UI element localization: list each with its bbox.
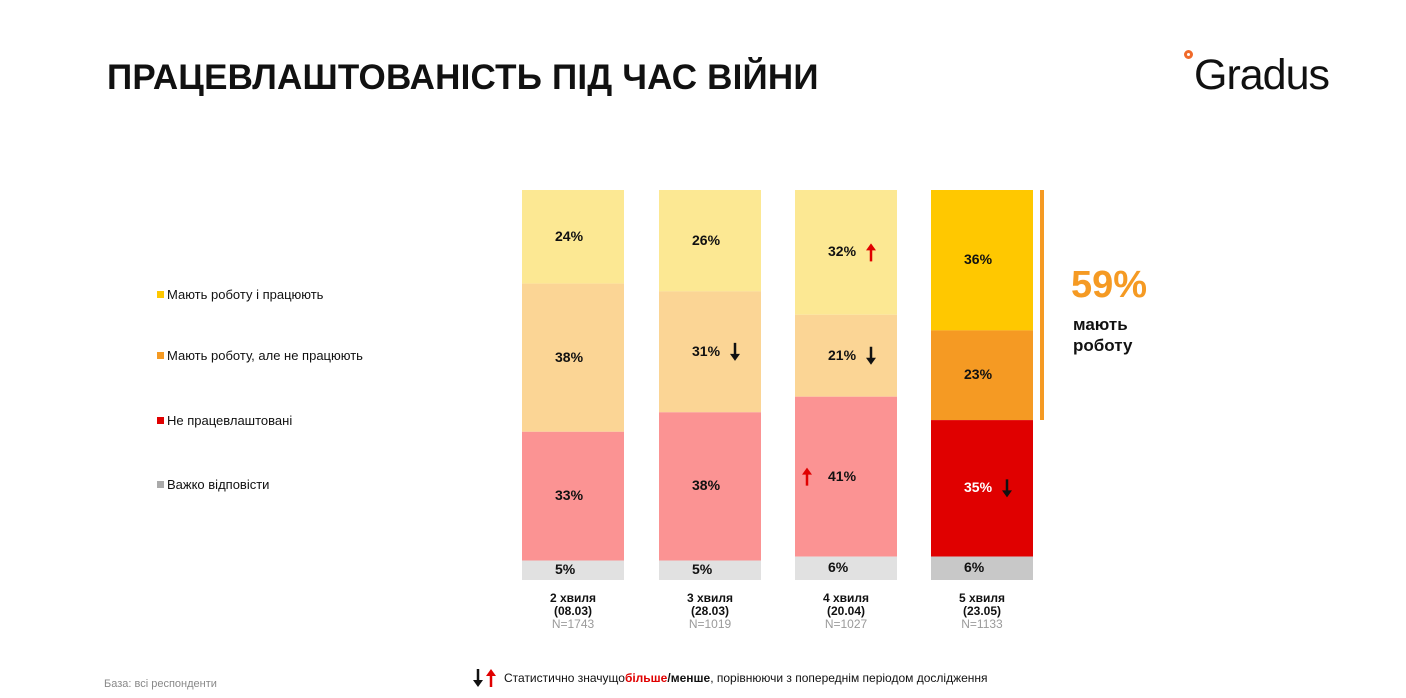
bar-value-label: 31%	[692, 342, 721, 359]
bar-segment-hard-to-say	[522, 560, 624, 580]
legend-item-unemployed: Не працевлаштовані	[157, 413, 292, 428]
bar-value-label: 33%	[555, 487, 584, 504]
bar-segment-hard-to-say	[659, 560, 761, 580]
bar-value-label: 38%	[692, 477, 721, 494]
wave-label: 5 хвиля (23.05) N=1133	[912, 592, 1052, 631]
legend-label-not-working: Мають роботу, але не працюють	[167, 348, 363, 363]
legend-swatch-hard-to-say	[157, 481, 164, 488]
legend-item-hard-to-say: Важко відповісти	[157, 477, 269, 492]
wave-date: (08.03)	[553, 604, 593, 618]
bar-segment-working	[931, 190, 1033, 331]
wave-sample-size: N=1133	[961, 617, 1003, 631]
bar-value-label: 21%	[828, 346, 857, 363]
bar-value-label: 26%	[692, 231, 721, 248]
footnote-more: більше	[624, 671, 668, 685]
wave-sample-size: N=1743	[551, 617, 595, 631]
bar-value-label: 5%	[692, 561, 713, 578]
bar-value-label: 23%	[964, 366, 993, 383]
bar-segment-not-working	[931, 330, 1033, 421]
footnote-less: менше	[670, 671, 711, 685]
summary-value: 59%	[1071, 264, 1148, 306]
bar-segment-unemployed	[931, 420, 1033, 557]
bar-segment-working	[522, 190, 624, 284]
significance-footnote: Статистично значущо більше / менше , пор…	[472, 668, 988, 688]
legend-label-hard-to-say: Важко відповісти	[167, 477, 270, 492]
bar-value-label: 6%	[964, 559, 985, 576]
footnote-suffix: , порівнюючи з попереднім періодом дослі…	[710, 671, 988, 685]
wave-date: (28.03)	[690, 604, 730, 618]
legend-swatch-working	[157, 291, 164, 298]
summary-text: мають роботу	[1073, 315, 1133, 355]
bar-value-label: 24%	[555, 227, 584, 244]
footnote-sep: /	[667, 671, 671, 685]
legend-swatch-not-working	[157, 352, 164, 359]
arrow-up-icon	[802, 467, 812, 486]
legend-item-not-working: Мають роботу, але не працюють	[157, 348, 363, 363]
wave-label: 2 хвиля (08.03) N=1743	[503, 592, 643, 631]
bar-segment-not-working	[795, 314, 897, 397]
bar-segment-hard-to-say	[931, 556, 1033, 580]
bar-segment-working	[795, 190, 897, 315]
bar-segment-unemployed	[659, 412, 761, 561]
summary-bracket	[1040, 190, 1044, 420]
arrow-down-icon	[1002, 479, 1012, 498]
bar-value-label: 41%	[828, 467, 857, 484]
arrow-down-icon	[730, 342, 740, 361]
bar-value-label: 35%	[964, 479, 993, 496]
bar-segment-not-working	[659, 291, 761, 413]
bar-segment-not-working	[522, 283, 624, 432]
bar-segment-working	[659, 190, 761, 292]
wave-date: (23.05)	[962, 604, 1002, 618]
arrow-up-icon	[866, 243, 876, 262]
legend-label-unemployed: Не працевлаштовані	[167, 413, 293, 428]
page-title: ПРАЦЕВЛАШТОВАНІСТЬ ПІД ЧАС ВІЙНИ	[107, 58, 819, 97]
wave-title: 2 хвиля	[549, 591, 597, 605]
wave-sample-size: N=1027	[824, 617, 868, 631]
legend-label-working: Мають роботу і працюють	[167, 287, 324, 302]
bar-value-label: 6%	[828, 559, 849, 576]
legend-item-working: Мають роботу і працюють	[157, 287, 323, 302]
bar-value-label: 38%	[555, 348, 584, 365]
gradus-logo: Gradus	[1180, 45, 1370, 105]
arrow-down-icon	[866, 346, 876, 365]
wave-label: 3 хвиля (28.03) N=1019	[640, 592, 780, 631]
wave-sample-size: N=1019	[688, 617, 732, 631]
bar-value-label: 36%	[964, 251, 993, 268]
wave-title: 4 хвиля	[822, 591, 870, 605]
wave-title: 5 хвиля	[958, 591, 1006, 605]
bar-segment-unemployed	[795, 396, 897, 557]
logo-text: Gradus	[1194, 51, 1330, 99]
wave-title: 3 хвиля	[686, 591, 734, 605]
significance-arrows-icon	[473, 669, 496, 687]
footnote-prefix: Статистично значущо	[504, 671, 625, 685]
base-note: База: всі респонденти	[104, 678, 217, 690]
bar-segment-hard-to-say	[795, 556, 897, 580]
bar-segment-unemployed	[522, 431, 624, 561]
bar-value-label: 5%	[555, 561, 576, 578]
wave-date: (20.04)	[826, 604, 866, 618]
wave-label: 4 хвиля (20.04) N=1027	[776, 592, 916, 631]
legend-swatch-unemployed	[157, 417, 164, 424]
bar-value-label: 32%	[828, 243, 857, 260]
logo-dot-icon	[1184, 50, 1193, 59]
